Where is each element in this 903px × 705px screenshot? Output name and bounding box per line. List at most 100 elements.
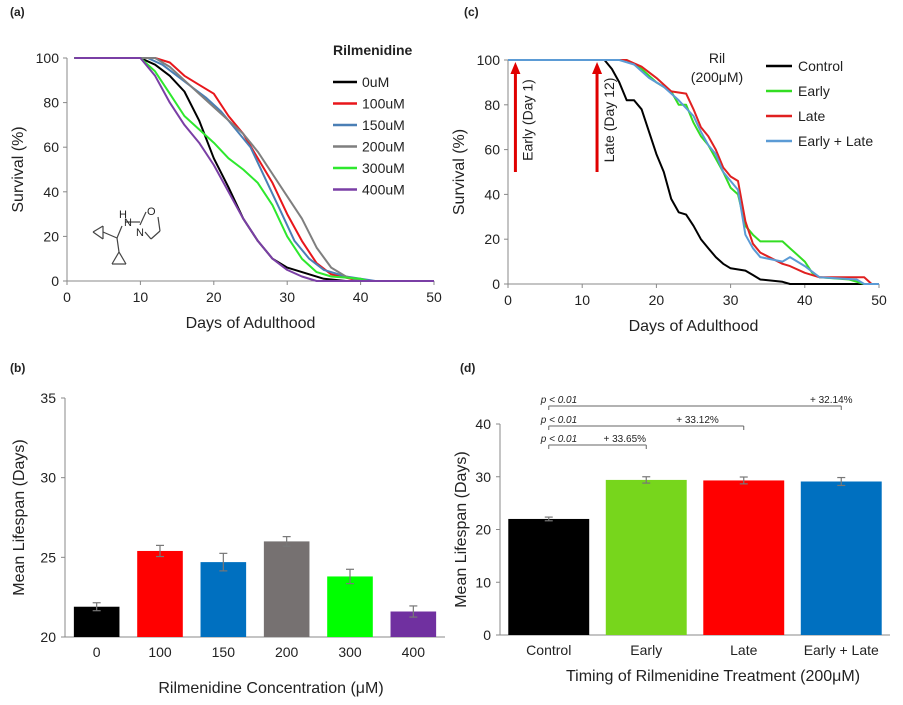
y-tick-label: 0 [51,273,59,289]
panel-label-d: (d) [460,361,475,375]
x-tick-label: 10 [574,292,590,308]
structure-bond [111,251,120,265]
x-tick-label: Control [526,642,571,658]
treatment-label: Early (Day 1) [519,79,535,161]
structure-bond [92,231,104,240]
error-bar [219,552,228,572]
x-tick-label: Late [730,642,757,658]
bar-150 [200,562,247,637]
panel-c-timing-survival-chart: 0 20 40 60 80 100 0 10 20 30 40 50 Days of Adulthood… [451,50,887,335]
structure-bond [92,225,104,233]
x-tick-label: 100 [148,644,172,660]
x-tick-label: 10 [133,289,149,305]
y-tick-label: 30 [475,469,491,485]
structure-bond [150,230,161,240]
y-axis-label: Survival (%) [451,129,468,215]
bar-late [703,480,785,635]
error-bar [409,605,418,618]
series-line-control [508,59,879,285]
significance-bracket [548,444,647,449]
p-value-label: p < 0.01 [540,434,577,445]
structure-bond [118,251,127,265]
error-bar [544,516,553,522]
structure-atom-n2: N [136,227,144,239]
x-axis-label: Timing of Rilmenidine Treatment (200μM) [566,668,860,685]
bar-early-late [800,481,882,635]
series-line-300um [74,57,434,282]
series-line-150um [74,57,434,282]
x-tick-label: Early [630,642,662,658]
y-tick-label: 0 [483,627,491,643]
significance-bracket [548,425,745,430]
legend-title-concentration: (200μM) [691,69,743,85]
x-tick-label: 0 [93,644,101,660]
series-line-0um [74,57,434,282]
legend-title: Rilmenidine [333,42,413,58]
x-tick-label: 300 [338,644,362,660]
x-tick-label: 200 [275,644,299,660]
x-tick-label: 40 [353,289,369,305]
bar-200 [263,541,310,637]
x-tick-label: 20 [649,292,665,308]
y-tick-label: 40 [484,186,500,202]
legend-label: Control [798,58,843,74]
error-bar [642,476,651,484]
y-axis-label: Survival (%) [10,126,27,212]
panel-b-lifespan-bar-chart: 20 25 30 35 0 100 150 200 300 400 Rilmenidine Conc… [11,390,445,697]
error-bar [156,544,164,558]
structure-atom-h: H [119,209,127,221]
panel-label-b: (b) [10,361,25,375]
y-tick-label: 20 [475,522,491,538]
bar-early [605,479,687,635]
x-tick-label: 400 [402,644,426,660]
y-tick-label: 20 [484,231,500,247]
y-tick-label: 60 [484,142,500,158]
x-axis-label: Days of Adulthood [629,318,759,335]
percent-change-label: + 32.14% [810,395,853,406]
legend-label-100uM: 100uM [362,96,405,112]
panel-a-survival-chart: 0 20 40 60 80 100 0 10 20 30 40 50 Days of Adulthood… [10,42,442,332]
x-axis-label: Rilmenidine Concentration (μM) [158,680,383,697]
structure-bond [144,231,152,240]
x-tick-label: 30 [279,289,295,305]
legend-label-400uM: 400uM [362,182,405,198]
legend-label-0uM: 0uM [362,74,389,90]
y-tick-label: 20 [40,629,56,645]
legend-label-300uM: 300uM [362,160,405,176]
y-tick-label: 20 [43,228,59,244]
percent-change-label: + 33.12% [676,415,719,426]
x-tick-label: 40 [797,292,813,308]
series-line-200um [74,57,434,282]
structure-bond [157,216,161,232]
y-axis-label: Mean Lifespan (Days) [453,451,470,608]
legend-label-200uM: 200uM [362,139,405,155]
bar-control [508,518,590,635]
y-tick-label: 10 [475,574,491,590]
error-bar [92,602,101,612]
legend-label-150uM: 150uM [362,117,405,133]
x-tick-label: 150 [212,644,236,660]
y-tick-label: 80 [484,97,500,113]
series-line-late [508,59,879,285]
y-tick-label: 0 [492,276,500,292]
y-tick-label: 40 [43,184,59,200]
percent-change-label: + 33.65% [604,434,647,445]
panel-label-a: (a) [10,5,25,19]
structure-atom-n: N [124,217,132,229]
y-tick-label: 100 [477,52,501,68]
x-tick-label: 0 [63,289,71,305]
x-tick-label: 50 [426,289,442,305]
treatment-label: Late (Day 12) [601,78,617,163]
x-tick-label: 50 [871,292,887,308]
legend-label: Early + Late [798,133,873,149]
y-tick-label: 80 [43,95,59,111]
structure-atom-o: O [147,206,156,218]
treatment-arrow-head [592,62,603,74]
y-tick-label: 40 [475,416,491,432]
y-tick-label: 60 [43,139,59,155]
bar-300 [327,576,373,637]
error-bar [282,536,291,547]
panel-label-c: (c) [464,5,479,19]
